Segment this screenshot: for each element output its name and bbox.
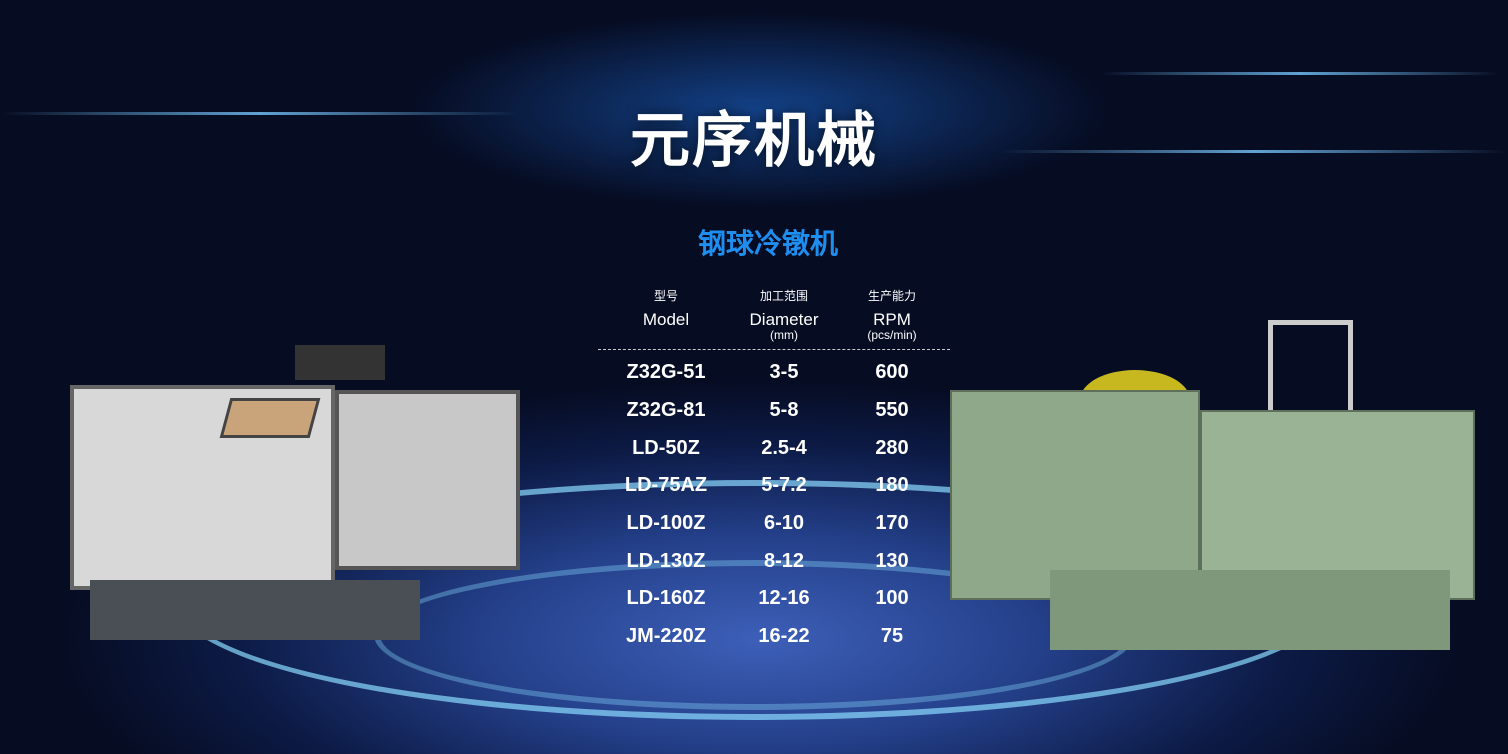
cell-rpm: 75 <box>880 625 904 648</box>
cell-model: LD-75AZ <box>624 474 708 497</box>
light-streak <box>0 112 520 115</box>
table-row: JM-220Z 16-22 75 <box>598 618 950 656</box>
background-glow <box>0 0 1508 260</box>
header-unit: (mm) <box>770 328 798 342</box>
cell-model: LD-100Z <box>626 512 706 535</box>
cell-rpm: 130 <box>875 549 909 572</box>
page-title: 元序机械 <box>630 107 878 174</box>
table-row: LD-50Z 2.5-4 280 <box>598 429 950 467</box>
cell-rpm: 170 <box>875 512 909 535</box>
header-en: Model <box>642 310 690 329</box>
table-row: Z32G-51 3-5 600 <box>598 354 950 392</box>
header-zh: 加工范围 <box>759 289 808 303</box>
cell-diameter: 12-16 <box>758 587 810 610</box>
header-en: RPM <box>873 310 911 329</box>
spec-table: 型号 Model 加工范围 Diameter (mm) 生产能力 RPM (pcs/min… <box>598 284 950 656</box>
cell-rpm: 180 <box>875 474 909 497</box>
cell-diameter: 5-7.2 <box>761 474 807 497</box>
cell-model: LD-130Z <box>626 549 706 572</box>
cell-model: LD-160Z <box>626 587 706 610</box>
header-model: 型号 Model <box>598 284 734 349</box>
light-streak <box>1100 72 1500 75</box>
cell-model: JM-220Z <box>625 625 707 648</box>
cell-rpm: 280 <box>875 436 909 459</box>
product-category-title: 钢球冷镦机 <box>697 228 838 259</box>
table-row: LD-160Z 12-16 100 <box>598 580 950 618</box>
cell-diameter: 3-5 <box>769 361 799 384</box>
machine-image-left <box>70 340 520 640</box>
cell-diameter: 2.5-4 <box>761 436 807 459</box>
header-zh: 型号 <box>653 289 678 303</box>
cell-diameter: 6-10 <box>763 512 805 535</box>
cell-model: Z32G-51 <box>626 361 706 384</box>
machine-image-right <box>950 320 1480 650</box>
table-row: LD-100Z 6-10 170 <box>598 505 950 543</box>
light-streak <box>1000 150 1508 153</box>
cell-diameter: 5-8 <box>769 399 799 422</box>
table-row: Z32G-81 5-8 550 <box>598 392 950 430</box>
table-row: LD-75AZ 5-7.2 180 <box>598 467 950 505</box>
header-zh: 生产能力 <box>867 289 916 303</box>
header-diameter: 加工范围 Diameter (mm) <box>734 284 834 349</box>
cell-rpm: 600 <box>875 361 909 384</box>
cell-model: LD-50Z <box>632 436 700 459</box>
cell-rpm: 100 <box>875 587 909 610</box>
cell-diameter: 8-12 <box>763 549 805 572</box>
cell-model: Z32G-81 <box>626 399 706 422</box>
table-header: 型号 Model 加工范围 Diameter (mm) 生产能力 RPM (pcs/min… <box>598 284 950 350</box>
cell-rpm: 550 <box>875 399 909 422</box>
header-unit: (pcs/min) <box>867 328 917 342</box>
cell-diameter: 16-22 <box>758 625 810 648</box>
header-rpm: 生产能力 RPM (pcs/min) <box>834 284 950 349</box>
table-row: LD-130Z 8-12 130 <box>598 542 950 580</box>
header-en: Diameter <box>749 310 819 329</box>
